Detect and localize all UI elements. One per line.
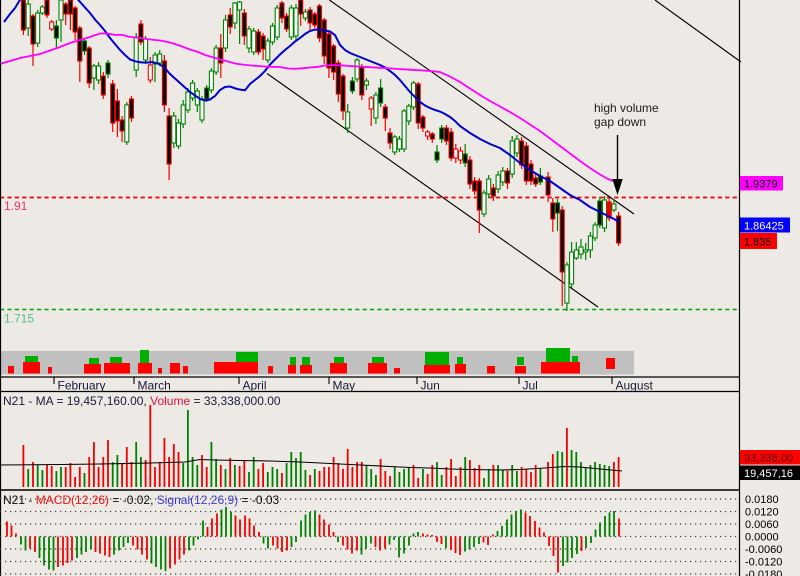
svg-text:May: May [333,379,356,393]
svg-text:1.835: 1.835 [744,237,772,249]
svg-text:N21 - MA = 19,457,160.00, Volu: N21 - MA = 19,457,160.00, Volume = 33,33… [3,394,281,408]
svg-text:-0.0060: -0.0060 [745,544,782,556]
svg-text:19,457,16: 19,457,16 [744,468,793,480]
svg-text:gap down: gap down [594,115,646,129]
svg-text:1.86425: 1.86425 [744,221,784,233]
svg-text:high volume: high volume [594,101,659,115]
svg-text:-0.0180: -0.0180 [745,569,782,576]
svg-text:1.9379: 1.9379 [744,179,778,191]
svg-text:0.0180: 0.0180 [745,494,779,506]
svg-text:February: February [58,379,106,393]
svg-text:1.91: 1.91 [4,199,28,213]
svg-text:N21 - MACD(12,26) = -0.02, Sig: N21 - MACD(12,26) = -0.02, Signal(12,26,… [3,493,279,507]
svg-text:Jul: Jul [523,379,538,393]
svg-text:0.0060: 0.0060 [745,519,779,531]
svg-text:April: April [243,379,267,393]
svg-text:Jun: Jun [421,379,440,393]
svg-text:1.715: 1.715 [4,312,34,326]
svg-text:33,338,00: 33,338,00 [744,453,793,465]
svg-text:0.0000: 0.0000 [745,532,779,544]
svg-text:August: August [616,379,654,393]
svg-text:March: March [138,379,171,393]
svg-text:-0.0120: -0.0120 [745,557,782,569]
svg-text:0.0120: 0.0120 [745,507,779,519]
